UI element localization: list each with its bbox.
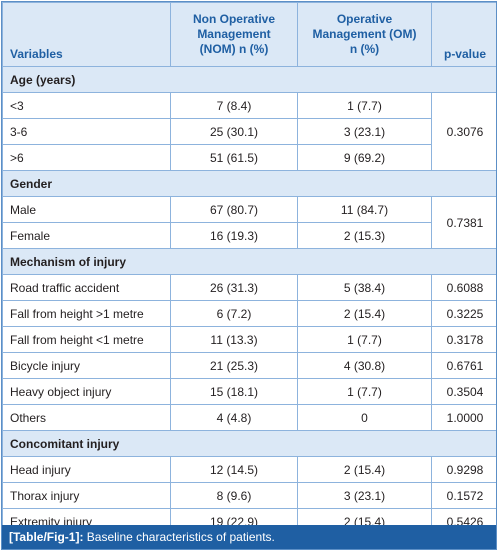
cell-om: 1 (7.7) xyxy=(297,92,432,119)
cell-nom: 8 (9.6) xyxy=(170,482,298,509)
cell-nom: 11 (13.3) xyxy=(170,326,298,353)
header-om-line-3: n (%) xyxy=(349,42,380,56)
cell-om: 1 (7.7) xyxy=(297,378,432,405)
cell-nom: 15 (18.1) xyxy=(170,378,298,405)
cell-nom: 26 (31.3) xyxy=(170,274,298,301)
cell-nom: 16 (19.3) xyxy=(170,222,298,249)
row-label: Road traffic accident xyxy=(2,274,171,301)
header-pvalue: p-value xyxy=(431,2,496,67)
row-label: Head injury xyxy=(2,456,171,483)
row-label: Fall from height >1 metre xyxy=(2,300,171,327)
cell-pvalue: 0.3225 xyxy=(431,300,496,327)
section-title: Age (years) xyxy=(2,66,496,93)
table-row: >6 51 (61.5) 9 (69.2) xyxy=(2,144,497,171)
cell-om: 3 (23.1) xyxy=(297,482,432,509)
cell-pvalue: 0.3178 xyxy=(431,326,496,353)
row-label: Heavy object injury xyxy=(2,378,171,405)
row-label: 3-6 xyxy=(2,118,171,145)
header-nom-line-3: (NOM) n (%) xyxy=(199,42,269,56)
cell-pvalue: 0.7381 xyxy=(431,196,496,249)
table-row: Heavy object injury 15 (18.1) 1 (7.7) 0.… xyxy=(2,378,496,405)
section-title: Gender xyxy=(2,170,496,197)
section-row-gender: Gender xyxy=(2,170,496,197)
section-row-concomitant: Concomitant injury xyxy=(2,430,496,457)
cell-om: 11 (84.7) xyxy=(297,196,432,223)
cell-nom: 12 (14.5) xyxy=(170,456,298,483)
cell-om: 1 (7.7) xyxy=(297,326,432,353)
section-row-mechanism: Mechanism of injury xyxy=(2,248,496,275)
header-nom-line-1: Non Operative xyxy=(192,12,276,26)
cell-pvalue: 0.9298 xyxy=(431,456,496,483)
cell-om: 4 (30.8) xyxy=(297,352,432,379)
cell-om: 3 (23.1) xyxy=(297,118,432,145)
table-row: Male 67 (80.7) 11 (84.7) 0.7381 xyxy=(2,196,496,249)
table-row: Thorax injury 8 (9.6) 3 (23.1) 0.1572 xyxy=(2,482,496,509)
baseline-characteristics-table: Variables Non Operative Management (NOM)… xyxy=(2,2,497,535)
cell-om: 2 (15.4) xyxy=(297,300,432,327)
row-label: Female xyxy=(2,222,171,249)
cell-pvalue: 0.3504 xyxy=(431,378,496,405)
cell-pvalue: 0.3076 xyxy=(431,92,496,171)
cell-nom: 51 (61.5) xyxy=(170,144,298,171)
header-nom-line-2: Management xyxy=(197,27,271,41)
figure-caption: [Table/Fig-1]: Baseline characteristics … xyxy=(2,525,496,549)
header-nom: Non Operative Management (NOM) n (%) xyxy=(170,2,298,67)
cell-nom: 21 (25.3) xyxy=(170,352,298,379)
table-row: Fall from height >1 metre 6 (7.2) 2 (15.… xyxy=(2,300,496,327)
cell-pvalue: 0.1572 xyxy=(431,482,496,509)
cell-nom: 67 (80.7) xyxy=(170,196,298,223)
header-variables: Variables xyxy=(2,2,171,67)
header-om-line-2: Management (OM) xyxy=(312,27,417,41)
row-label: Male xyxy=(2,196,171,223)
row-label: Fall from height <1 metre xyxy=(2,326,171,353)
cell-nom: 4 (4.8) xyxy=(170,404,298,431)
cell-nom: 6 (7.2) xyxy=(170,300,298,327)
row-label: <3 xyxy=(2,92,171,119)
table-row: Female 16 (19.3) 2 (15.3) xyxy=(2,222,497,249)
cell-om: 2 (15.3) xyxy=(297,222,432,249)
row-label: Others xyxy=(2,404,171,431)
cell-pvalue: 1.0000 xyxy=(431,404,496,431)
table-row: 3-6 25 (30.1) 3 (23.1) xyxy=(2,118,497,145)
header-row: Variables Non Operative Management (NOM)… xyxy=(2,2,496,67)
table-row: <3 7 (8.4) 1 (7.7) 0.3076 xyxy=(2,92,496,171)
cell-nom: 7 (8.4) xyxy=(170,92,298,119)
cell-nom: 25 (30.1) xyxy=(170,118,298,145)
cell-om: 9 (69.2) xyxy=(297,144,432,171)
row-label: Bicycle injury xyxy=(2,352,171,379)
cell-pvalue: 0.6761 xyxy=(431,352,496,379)
header-om-line-1: Operative xyxy=(336,12,393,26)
caption-tag: [Table/Fig-1]: xyxy=(9,530,84,544)
section-title: Concomitant injury xyxy=(2,430,496,457)
section-title: Mechanism of injury xyxy=(2,248,496,275)
table-row: Fall from height <1 metre 11 (13.3) 1 (7… xyxy=(2,326,496,353)
cell-om: 0 xyxy=(297,404,432,431)
row-label: Thorax injury xyxy=(2,482,171,509)
table-row: Road traffic accident 26 (31.3) 5 (38.4)… xyxy=(2,274,496,301)
section-row-age: Age (years) xyxy=(2,66,496,93)
table-row: Bicycle injury 21 (25.3) 4 (30.8) 0.6761 xyxy=(2,352,496,379)
cell-om: 5 (38.4) xyxy=(297,274,432,301)
table-row: Head injury 12 (14.5) 2 (15.4) 0.9298 xyxy=(2,456,496,483)
header-om: Operative Management (OM) n (%) xyxy=(297,2,432,67)
row-label: >6 xyxy=(2,144,171,171)
cell-pvalue: 0.6088 xyxy=(431,274,496,301)
cell-om: 2 (15.4) xyxy=(297,456,432,483)
caption-text: Baseline characteristics of patients. xyxy=(83,530,275,544)
table-row: Others 4 (4.8) 0 1.0000 xyxy=(2,404,496,431)
